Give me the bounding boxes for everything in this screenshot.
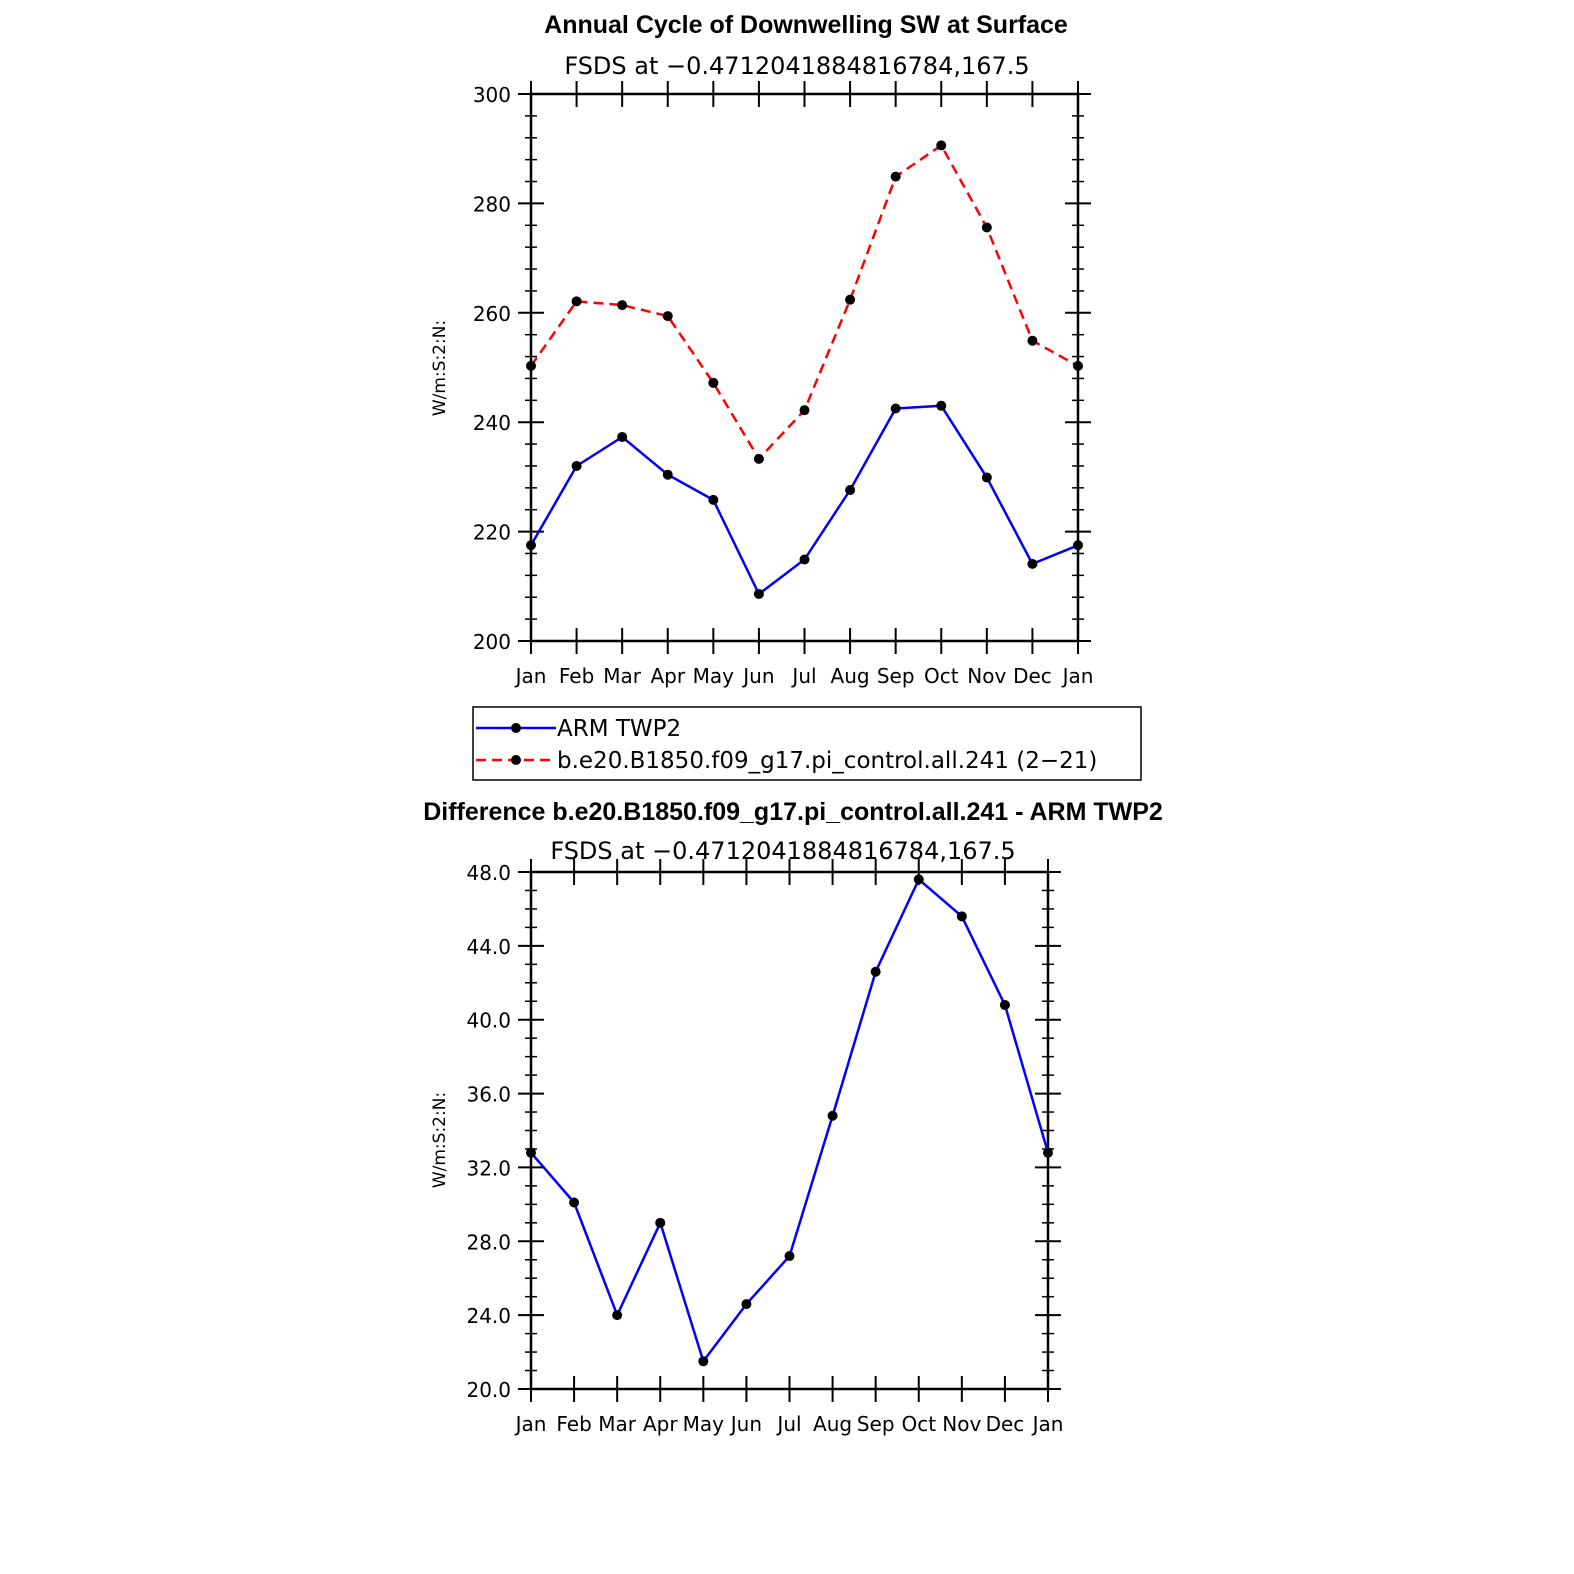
top-series-0-point	[753, 588, 764, 599]
top-x-tick-label: Jan	[1061, 664, 1094, 688]
bottom-chart-subtitle: FSDS at −0.4712041884816784,167.5	[550, 837, 1015, 865]
top-x-tick-label: Mar	[603, 664, 642, 688]
top-y-tick-label: 240	[473, 411, 511, 435]
bottom-y-tick-label: 36.0	[466, 1083, 511, 1107]
top-x-tick-label: Jun	[741, 664, 774, 688]
top-series-layer	[526, 140, 1083, 599]
bottom-series-0-point	[827, 1110, 838, 1121]
bottom-x-tick-label: Apr	[643, 1412, 678, 1436]
top-y-tick-label: 260	[473, 302, 511, 326]
bottom-y-tick-label: 32.0	[466, 1156, 511, 1180]
top-series-1-point	[981, 222, 992, 233]
top-series-1-point	[799, 405, 810, 416]
bottom-x-tick-label: Nov	[942, 1412, 981, 1436]
legend-entry-arm-twp2: ARM TWP2	[476, 716, 681, 742]
bottom-y-tick-label: 20.0	[466, 1378, 511, 1402]
bottom-y-tick-label: 48.0	[466, 861, 511, 885]
bottom-y-tick-label: 24.0	[466, 1304, 511, 1328]
top-series-1-point	[526, 360, 536, 371]
bottom-series-0-point	[870, 966, 881, 977]
top-series-1-point	[662, 311, 673, 322]
legend-box	[472, 706, 1142, 781]
legend-swatch-marker-arm-twp2	[511, 723, 521, 733]
bottom-x-tick-label: Jan	[514, 1412, 547, 1436]
bottom-x-tick-label: Jan	[1031, 1412, 1064, 1436]
top-y-axis-label: W/m:S:2:N:	[430, 320, 450, 416]
bottom-x-tick-label: Dec	[986, 1412, 1025, 1436]
bottom-series-0-point	[999, 999, 1010, 1010]
top-y-tick-label: 280	[473, 192, 511, 216]
bottom-series-0-point	[698, 1356, 709, 1367]
top-series-0-point	[708, 494, 719, 505]
bottom-series-0-point	[526, 1147, 536, 1158]
bottom-y-tick-label: 28.0	[466, 1230, 511, 1254]
bottom-x-tick-label: Feb	[556, 1412, 591, 1436]
top-series-0-point	[936, 400, 947, 411]
top-x-tick-label: Feb	[559, 664, 594, 688]
top-series-0-point	[1027, 558, 1038, 569]
top-series-0-point	[799, 554, 810, 565]
bottom-y-tick-label: 44.0	[466, 935, 511, 959]
legend-swatch-marker-model	[511, 755, 521, 765]
top-x-tick-label: Nov	[967, 664, 1006, 688]
top-y-tick-label: 220	[473, 521, 511, 545]
bottom-axes: 20.0 24.0 28.0 32.0 36.0 40.0 44.0 48.0 Jan Feb Ma…	[466, 859, 1063, 1436]
top-series-0-point	[662, 469, 673, 480]
top-x-tick-label: Sep	[877, 664, 915, 688]
top-x-tick-label: Aug	[831, 664, 870, 688]
top-series-0-point	[1073, 540, 1083, 551]
top-y-tick-label: 300	[473, 83, 511, 107]
bottom-y-axis-label: W/m:S:2:N:	[430, 1092, 450, 1188]
top-x-tick-label: Jul	[790, 664, 816, 688]
top-series-0-point	[890, 403, 901, 414]
bottom-series-layer	[526, 874, 1053, 1367]
bottom-series-0-point	[741, 1299, 752, 1310]
top-x-tick-label: Oct	[924, 664, 959, 688]
top-series-1-point	[890, 171, 901, 182]
top-x-tick-label: Jan	[514, 664, 547, 688]
top-series-0-point	[526, 540, 536, 551]
bottom-series-0-point	[569, 1197, 580, 1208]
top-series-0-point	[981, 472, 992, 483]
top-series-0-point	[845, 485, 856, 496]
bottom-y-tick-label: 40.0	[466, 1009, 511, 1033]
legend-label-model: b.e20.B1850.f09_g17.pi_control.all.241 (…	[557, 748, 1097, 774]
top-series-1-point	[617, 300, 628, 311]
bottom-series-0-point	[655, 1217, 666, 1228]
top-x-tick-label: May	[693, 664, 735, 688]
top-x-tick-label: Dec	[1013, 664, 1052, 688]
bottom-series-0-point	[784, 1251, 795, 1262]
legend: ARM TWP2 b.e20.B1850.f09_g17.pi_control.…	[472, 706, 1142, 781]
top-series-1-point	[1073, 360, 1083, 371]
top-series-1-point	[753, 453, 764, 464]
top-series-1-point	[1027, 335, 1038, 346]
bottom-x-tick-label: Jun	[729, 1412, 762, 1436]
top-series-1-point	[845, 294, 856, 305]
legend-entry-model: b.e20.B1850.f09_g17.pi_control.all.241 (…	[476, 748, 1097, 774]
top-chart-title: Annual Cycle of Downwelling SW at Surfac…	[544, 11, 1068, 39]
top-series-0-point	[571, 460, 582, 471]
bottom-x-tick-label: Aug	[813, 1412, 852, 1436]
bottom-x-tick-label: Mar	[598, 1412, 637, 1436]
top-x-tick-label: Apr	[650, 664, 685, 688]
bottom-series-0-point	[612, 1310, 623, 1321]
legend-label-arm-twp2: ARM TWP2	[557, 716, 681, 742]
bottom-series-0-point	[1043, 1147, 1053, 1158]
bottom-chart-title: Difference b.e20.B1850.f09_g17.pi_contro…	[423, 798, 1163, 826]
top-series-1-point	[571, 296, 582, 307]
bottom-x-tick-label: Oct	[901, 1412, 936, 1436]
bottom-series-0-point	[956, 911, 967, 922]
top-series-1-point	[708, 377, 719, 388]
top-series-0-point	[617, 431, 628, 442]
bottom-series-0-point	[913, 874, 924, 885]
top-y-tick-label: 200	[473, 630, 511, 654]
difference-panel: Difference b.e20.B1850.f09_g17.pi_contro…	[423, 798, 1163, 1436]
bottom-x-tick-label: May	[683, 1412, 725, 1436]
top-series-1-point	[936, 140, 947, 151]
bottom-x-tick-label: Sep	[857, 1412, 895, 1436]
annual-cycle-panel: Annual Cycle of Downwelling SW at Surfac…	[430, 11, 1093, 688]
top-chart-subtitle: FSDS at −0.4712041884816784,167.5	[564, 52, 1029, 80]
bottom-x-tick-label: Jul	[775, 1412, 801, 1436]
